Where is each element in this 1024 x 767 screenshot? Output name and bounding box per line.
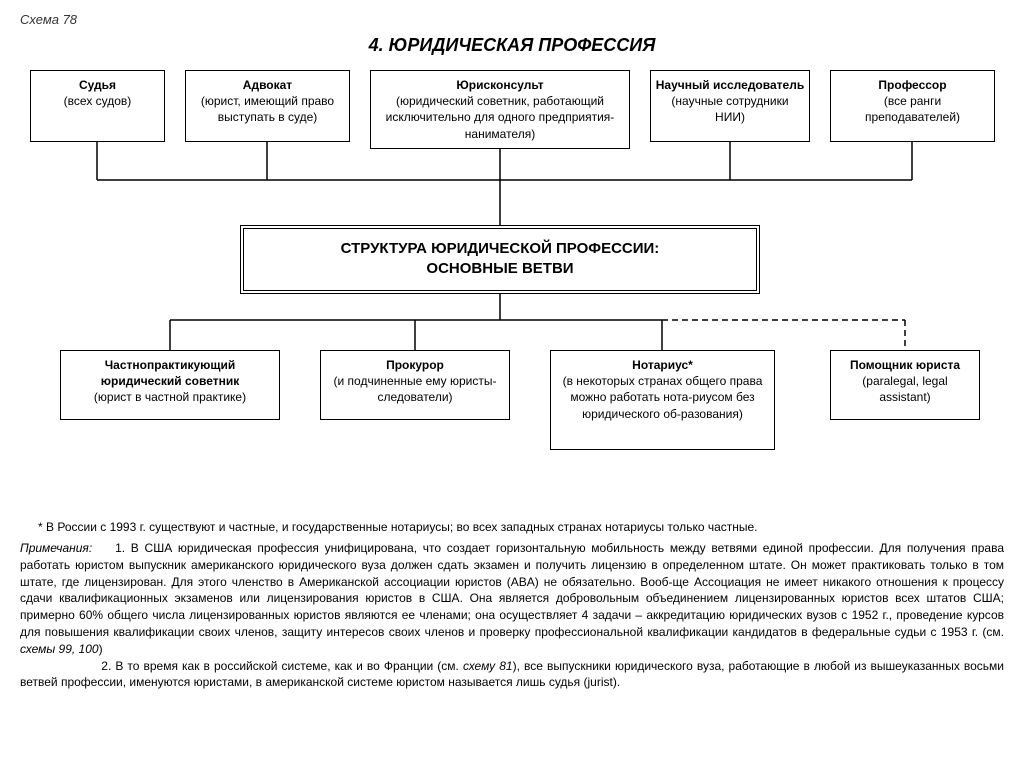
top-box-1-subtitle: (юрист, имеющий право выступать в суде) [190,93,345,125]
bottom-box-3-subtitle: (paralegal, legal assistant) [835,373,975,405]
bottom-box-0-subtitle: (юрист в частной практике) [65,389,275,405]
scheme-label: Схема 78 [20,12,1004,27]
top-box-3: Научный исследователь(научные сотрудники… [650,70,810,142]
top-box-2-subtitle: (юридический советник, работающий исключ… [375,93,625,142]
page-title: 4. ЮРИДИЧЕСКАЯ ПРОФЕССИЯ [20,35,1004,56]
bottom-box-2-title: Нотариус* [555,357,770,373]
bottom-box-2: Нотариус*(в некоторых странах общего пра… [550,350,775,450]
top-box-0-subtitle: (всех судов) [35,93,160,109]
top-box-4-subtitle: (все ранги преподавателей) [835,93,990,125]
bottom-box-3-title: Помощник юриста [835,357,975,373]
top-box-1-title: Адвокат [190,77,345,93]
central-line1: СТРУКТУРА ЮРИДИЧЕСКОЙ ПРОФЕССИИ: [341,240,660,257]
bottom-box-1-subtitle: (и подчиненные ему юристы-следователи) [325,373,505,405]
top-box-3-title: Научный исследователь [655,77,805,93]
top-box-4: Профессор(все ранги преподавателей) [830,70,995,142]
bottom-box-3: Помощник юриста(paralegal, legal assista… [830,350,980,420]
note-1-ref: схемы 99, 100 [20,642,99,656]
bottom-box-0-title: Частнопрактикующий юридический советник [65,357,275,389]
note-2-text: 2. В то время как в российской системе, … [101,659,463,673]
note-2-ref: схему 81 [463,659,513,673]
notes-block: Примечания: 1. В США юридическая професс… [20,540,1004,691]
bottom-box-2-subtitle: (в некоторых странах общего права можно … [555,373,770,422]
central-line2: ОСНОВНЫЕ ВЕТВИ [426,260,573,277]
notes-label: Примечания: [20,541,92,555]
top-box-1: Адвокат(юрист, имеющий право выступать в… [185,70,350,142]
top-box-2: Юрисконсульт(юридический советник, работ… [370,70,630,149]
top-box-2-title: Юрисконсульт [375,77,625,93]
top-box-4-title: Профессор [835,77,990,93]
note-1-text: 1. В США юридическая профессия унифициро… [20,541,1004,639]
note-1-tail: ) [99,642,103,656]
top-box-0-title: Судья [35,77,160,93]
bottom-box-1: Прокурор(и подчиненные ему юристы-следов… [320,350,510,420]
top-box-3-subtitle: (научные сотрудники НИИ) [655,93,805,125]
top-box-0: Судья(всех судов) [30,70,165,142]
bottom-box-0: Частнопрактикующий юридический советник(… [60,350,280,420]
central-box: СТРУКТУРА ЮРИДИЧЕСКОЙ ПРОФЕССИИ: ОСНОВНЫЕ… [240,225,760,294]
bottom-box-1-title: Прокурор [325,357,505,373]
footnote: * В России с 1993 г. существуют и частны… [38,520,1004,534]
org-chart: Судья(всех судов) Адвокат(юрист, имеющий … [20,70,1004,490]
